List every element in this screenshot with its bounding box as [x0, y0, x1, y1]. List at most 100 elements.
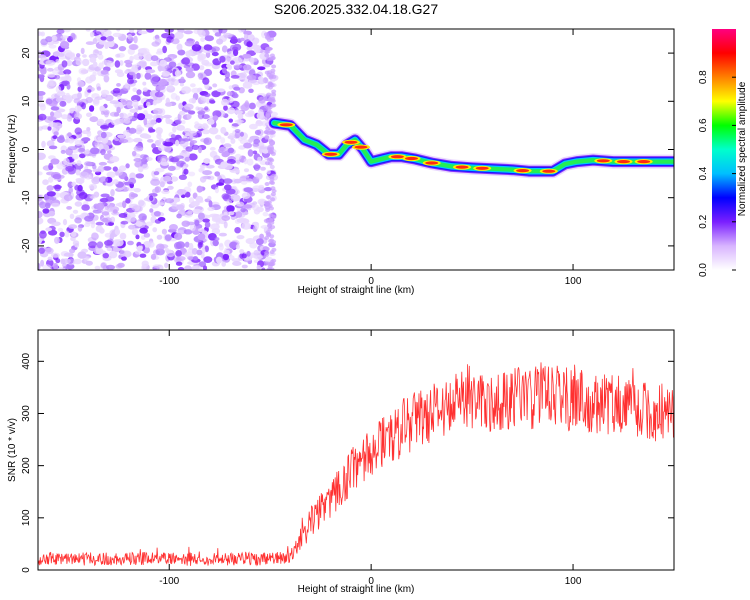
noise-speckle [157, 156, 162, 163]
noise-speckle [104, 240, 113, 246]
noise-speckle [246, 250, 251, 257]
noise-speckle [92, 176, 101, 183]
noise-speckle [71, 181, 77, 187]
noise-speckle [197, 233, 206, 241]
noise-speckle [74, 127, 83, 135]
noise-speckle [82, 54, 87, 58]
noise-speckle [94, 134, 103, 143]
track-peak [475, 166, 489, 170]
noise-speckle [176, 124, 186, 131]
noise-speckle [165, 102, 173, 107]
noise-speckle [90, 147, 100, 155]
noise-speckle [128, 224, 136, 230]
noise-speckle [38, 74, 45, 79]
noise-speckle [235, 244, 240, 250]
noise-speckle [100, 36, 107, 41]
noise-speckle [96, 118, 105, 126]
noise-speckle [211, 90, 221, 98]
noise-speckle [137, 199, 145, 207]
noise-speckle [46, 140, 55, 147]
noise-speckle [264, 246, 270, 251]
noise-speckle [230, 194, 241, 202]
noise-speckle [180, 194, 186, 199]
noise-speckle [84, 215, 94, 222]
noise-speckle [224, 71, 230, 79]
noise-speckle [133, 35, 138, 44]
noise-speckle [188, 130, 197, 136]
noise-speckle [266, 233, 271, 238]
noise-speckle [200, 37, 206, 42]
noise-speckle [227, 107, 236, 115]
noise-speckle [48, 145, 58, 150]
noise-speckle [46, 185, 54, 192]
noise-speckle [159, 181, 165, 188]
noise-speckle [174, 70, 181, 77]
noise-speckle [52, 51, 61, 57]
noise-speckle [268, 180, 274, 185]
noise-speckle [39, 231, 47, 239]
noise-speckle [133, 188, 141, 193]
noise-speckle [136, 143, 144, 148]
noise-speckle [59, 231, 65, 238]
noise-speckle [75, 179, 85, 184]
noise-speckle [258, 184, 265, 190]
noise-speckle [119, 249, 126, 257]
colorbar: 0.0 0.2 0.4 0.6 0.8 Normalized spectral ampl… [698, 29, 748, 277]
noise-speckle [261, 267, 266, 270]
noise-speckle [46, 67, 54, 72]
noise-speckle [133, 158, 142, 162]
noise-speckle [256, 112, 264, 120]
noise-speckle [40, 259, 45, 267]
noise-speckle [38, 262, 41, 270]
noise-speckle [266, 267, 272, 270]
noise-speckle [269, 220, 275, 225]
noise-speckle [224, 34, 229, 39]
noise-speckle [149, 208, 154, 213]
noise-speckle [81, 102, 86, 110]
noise-speckle [138, 48, 147, 54]
noise-speckle [128, 177, 137, 185]
noise-speckle [69, 108, 74, 114]
noise-speckle [254, 129, 262, 136]
snr-y-axis-label: SNR (10 * v/v) [7, 418, 18, 482]
noise-speckle [143, 110, 148, 115]
noise-speckle [38, 211, 43, 218]
noise-speckle [185, 146, 193, 152]
noise-speckle [271, 64, 277, 69]
noise-speckle [101, 211, 110, 216]
noise-speckle [53, 262, 59, 270]
noise-speckle [150, 203, 159, 209]
noise-speckle [66, 83, 71, 90]
noise-speckle [124, 70, 129, 74]
noise-speckle [191, 44, 202, 52]
noise-speckle [119, 60, 124, 66]
noise-speckle [40, 31, 45, 37]
noise-speckle [130, 95, 141, 102]
noise-speckle [188, 98, 197, 104]
noise-speckle [188, 171, 196, 177]
noise-speckle [264, 182, 270, 186]
y-tick-label: -20 [21, 238, 32, 253]
noise-speckle [263, 218, 269, 223]
noise-speckle [146, 221, 153, 227]
noise-speckle [270, 71, 275, 76]
noise-speckle [133, 137, 143, 143]
noise-speckle [228, 97, 234, 104]
noise-speckle [188, 153, 198, 161]
noise-speckle [163, 141, 174, 147]
noise-speckle [73, 163, 84, 170]
noise-speckle [50, 252, 60, 258]
noise-speckle [82, 58, 90, 67]
noise-speckle [164, 234, 172, 242]
noise-speckle [212, 115, 219, 121]
noise-speckle [203, 44, 213, 51]
noise-speckle [199, 164, 207, 169]
noise-speckle [236, 201, 245, 207]
noise-speckle [202, 129, 210, 135]
noise-speckle [191, 248, 198, 255]
noise-speckle [81, 204, 90, 211]
noise-speckle [109, 100, 120, 105]
noise-speckle [266, 106, 272, 111]
noise-speckle [55, 258, 61, 264]
spectrogram-y-axis-label: Frequency (Hz) [7, 115, 18, 184]
